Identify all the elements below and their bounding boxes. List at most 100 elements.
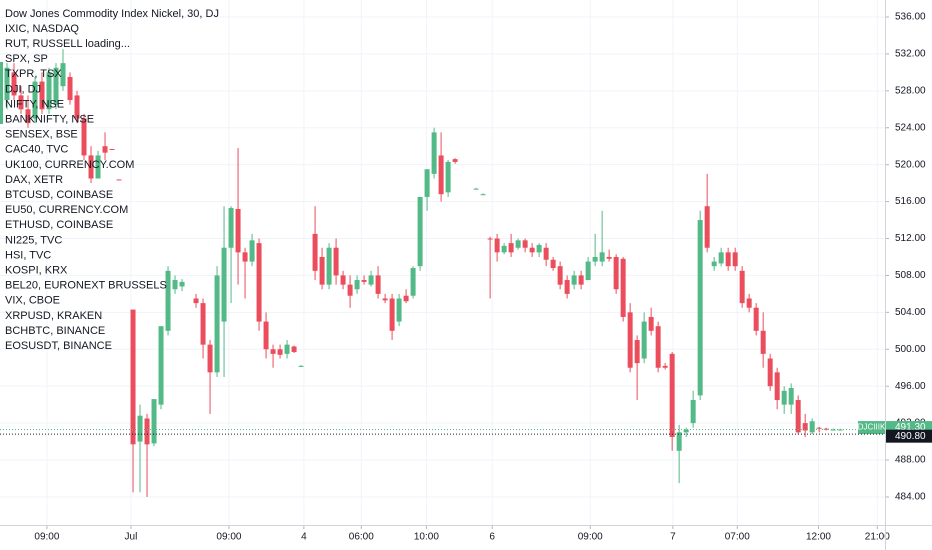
- x-tick-label: 07:00: [725, 532, 750, 543]
- candle-body: [179, 281, 185, 287]
- candle-body: [739, 270, 745, 304]
- candle-body: [599, 252, 605, 262]
- candle-body: [816, 427, 822, 429]
- candle-body: [746, 298, 752, 308]
- candle-body: [774, 372, 780, 401]
- symbol-tag: [858, 421, 885, 435]
- candle-body: [46, 72, 52, 110]
- legend-item: SENSEX, BSE: [5, 129, 78, 141]
- y-tick-label: 508.00: [895, 270, 926, 281]
- legend-item: TXPR, TSX: [5, 68, 62, 80]
- candle-body: [256, 243, 262, 322]
- candle-body: [592, 256, 598, 262]
- candle-body: [74, 95, 80, 119]
- candle-body: [4, 67, 10, 101]
- candle-body: [130, 309, 136, 445]
- candle-body: [445, 161, 451, 193]
- legend-item: CAC40, TVC: [5, 144, 68, 156]
- candle-body: [753, 307, 759, 331]
- candle-body: [550, 259, 556, 269]
- candle-body: [823, 428, 829, 430]
- legend-item: BCHBTC, BINANCE: [5, 325, 105, 337]
- candle-body: [137, 415, 143, 442]
- x-tick-label: 09:00: [578, 532, 603, 543]
- y-tick-label: 512.00: [895, 233, 926, 244]
- candle-body: [242, 252, 248, 262]
- x-tick-label: 12:00: [806, 532, 831, 543]
- price-tag-label: 491.30: [895, 422, 926, 433]
- legend-item: DAX, XETR: [5, 174, 63, 186]
- candle-body: [424, 169, 430, 197]
- candle-body: [319, 256, 325, 285]
- legend-item: DJI, DJ: [5, 83, 41, 95]
- candle-body: [669, 353, 675, 437]
- x-tick-label: 10:00: [414, 532, 439, 543]
- legend-item: UK100, CURRENCY.COM: [5, 159, 134, 171]
- candle-body: [585, 261, 591, 281]
- candle-body: [515, 240, 521, 248]
- candle-body: [501, 245, 507, 253]
- candle-body: [683, 429, 689, 433]
- candle-body: [116, 179, 122, 181]
- candle-body: [655, 326, 661, 368]
- candle-body: [354, 280, 360, 290]
- candle-body: [326, 247, 332, 285]
- candle-body: [620, 258, 626, 317]
- candle-body: [487, 238, 493, 240]
- candle-body: [347, 284, 353, 296]
- candle-body: [718, 252, 724, 264]
- candle-body: [53, 67, 59, 105]
- legend-item: BTCUSD, COINBASE: [5, 189, 113, 201]
- legend-item: SPX, SP: [5, 53, 48, 65]
- candle-body: [795, 400, 801, 433]
- candle-body: [781, 390, 787, 405]
- candle-body: [361, 280, 367, 282]
- y-tick-label: 528.00: [895, 85, 926, 96]
- candle-body: [389, 298, 395, 331]
- candle-body: [830, 429, 836, 431]
- legend-item: BANKNIFTY, NSE: [5, 114, 94, 126]
- candle-body: [207, 344, 213, 373]
- candle-body: [312, 233, 318, 271]
- candle-body: [18, 95, 24, 110]
- candle-body: [494, 238, 500, 253]
- candle-body: [480, 194, 486, 196]
- y-tick-label: 536.00: [895, 12, 926, 23]
- candle-body: [809, 421, 815, 433]
- candle-body: [60, 63, 66, 87]
- legend-item: HSI, TVC: [5, 249, 51, 261]
- candle-body: [193, 298, 199, 304]
- candle-body: [452, 159, 458, 162]
- candle-body: [228, 208, 234, 248]
- candle-body: [473, 188, 479, 190]
- candle-body: [284, 344, 290, 354]
- candle-body: [39, 81, 45, 110]
- candle-body: [95, 155, 101, 179]
- candle-body: [578, 275, 584, 285]
- y-tick-label: 516.00: [895, 196, 926, 207]
- candle-body: [662, 365, 668, 368]
- candle-body: [277, 349, 283, 355]
- candle-body: [25, 109, 31, 124]
- candle-body: [438, 155, 444, 195]
- candle-body: [529, 247, 535, 253]
- y-tick-label: 532.00: [895, 49, 926, 60]
- candle-body: [564, 280, 570, 294]
- candle-body: [291, 346, 297, 353]
- x-tick-label: 4: [301, 532, 307, 543]
- legend-item: ETHUSD, COINBASE: [5, 219, 113, 231]
- x-tick-label: Jul: [125, 532, 138, 543]
- candle-body: [648, 316, 654, 331]
- candle-body: [522, 240, 528, 248]
- candle-body: [221, 247, 227, 322]
- candle-body: [11, 72, 17, 96]
- x-tick-label: 7: [670, 532, 676, 543]
- candle-body: [298, 365, 304, 367]
- candle-body: [172, 280, 178, 290]
- candle-body: [543, 247, 549, 260]
- candle-body: [676, 432, 682, 451]
- candle-body: [606, 256, 612, 259]
- candle-body: [431, 132, 437, 174]
- candle-body: [102, 146, 108, 153]
